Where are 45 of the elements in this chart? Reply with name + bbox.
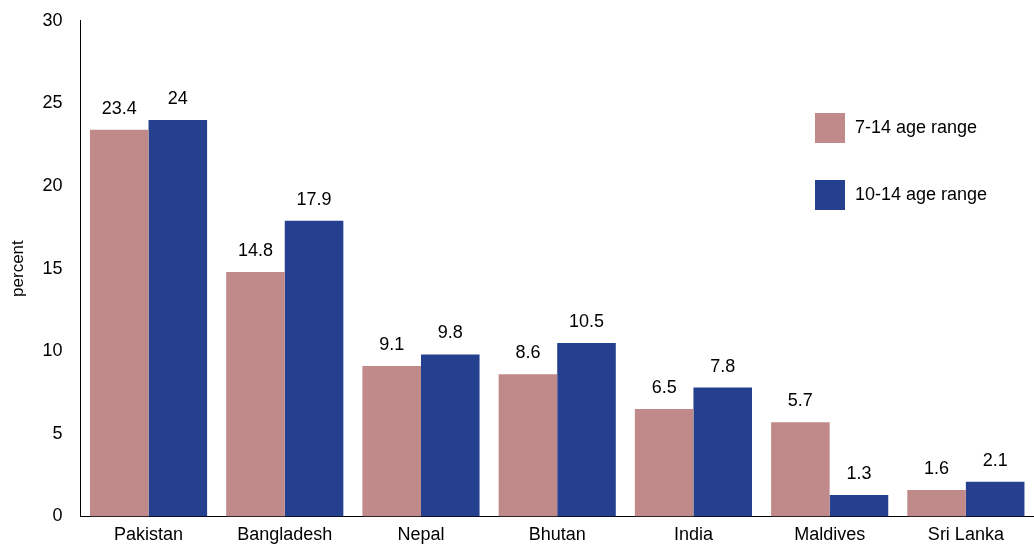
legend-label: 7-14 age range — [855, 116, 978, 137]
x-tick-label: Bhutan — [528, 524, 586, 545]
y-tick-label: 5 — [52, 422, 63, 443]
y-axis-title: percent — [7, 239, 27, 297]
data-label: 9.1 — [379, 334, 405, 355]
data-label: 1.3 — [846, 462, 872, 483]
data-label: 14.8 — [237, 239, 273, 260]
bar — [89, 129, 149, 517]
data-label: 1.6 — [924, 457, 950, 478]
x-tick-label: Bangladesh — [237, 524, 333, 545]
x-tick-label: Sri Lanka — [927, 524, 1005, 545]
bar — [965, 481, 1025, 517]
bar — [362, 366, 421, 517]
bar — [284, 220, 344, 517]
bar — [634, 409, 694, 517]
y-tick-label: 15 — [42, 257, 63, 278]
bar — [557, 342, 616, 517]
x-tick-label: India — [673, 524, 714, 545]
bar — [907, 489, 966, 517]
bar — [829, 494, 889, 517]
data-label: 24 — [167, 87, 188, 108]
x-tick-label: Nepal — [397, 524, 445, 545]
data-label: 2.1 — [982, 449, 1008, 470]
bar — [498, 374, 558, 517]
x-tick-label: Pakistan — [114, 524, 184, 545]
bar — [148, 119, 208, 517]
y-tick-label: 30 — [42, 9, 63, 30]
data-label: 9.8 — [437, 322, 463, 343]
x-tick-label: Maldives — [794, 524, 866, 545]
bar — [693, 387, 753, 517]
data-label: 6.5 — [651, 376, 677, 397]
y-tick-label: 20 — [42, 174, 63, 195]
data-label: 17.9 — [296, 188, 332, 209]
data-label: 8.6 — [515, 342, 541, 363]
bar — [420, 354, 480, 517]
data-label: 5.7 — [787, 390, 813, 411]
bar — [771, 422, 830, 517]
y-tick-label: 10 — [42, 340, 63, 361]
data-label: 23.4 — [101, 97, 137, 118]
y-tick-label: 25 — [42, 92, 63, 113]
data-label: 7.8 — [710, 355, 736, 376]
legend-label: 10-14 age range — [855, 183, 988, 204]
bar — [226, 271, 285, 517]
data-label: 10.5 — [568, 310, 605, 331]
y-tick-label: 0 — [52, 505, 63, 526]
